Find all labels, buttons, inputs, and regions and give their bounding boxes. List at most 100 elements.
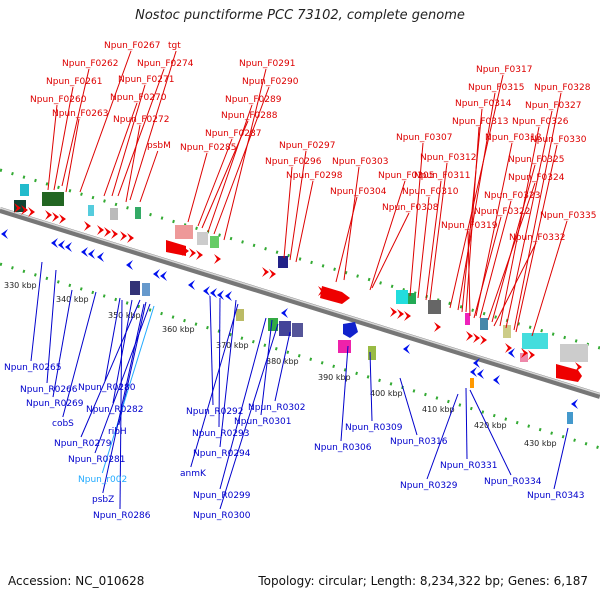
reverse-arrow[interactable] <box>571 399 578 409</box>
reverse-arrow[interactable] <box>65 242 72 252</box>
reverse-gene-label[interactable]: Npun_R0279 <box>54 439 112 449</box>
forward-gene-label[interactable]: Npun_F0315 <box>468 83 524 93</box>
forward-arrow[interactable] <box>84 221 91 231</box>
forward-gene-label[interactable]: Npun_F0303 <box>332 157 388 167</box>
reverse-gene-label[interactable]: Npun_R0282 <box>86 405 144 415</box>
feature-box[interactable] <box>88 205 94 216</box>
forward-gene-label[interactable]: Npun_F0270 <box>110 93 167 103</box>
forward-gene-label[interactable]: Npun_F0326 <box>512 117 569 127</box>
reverse-gene-label[interactable]: Npun_R0309 <box>345 423 403 433</box>
reverse-gene-label[interactable]: anmK <box>180 469 207 479</box>
reverse-gene-label[interactable]: Npun_R0294 <box>193 449 251 459</box>
feature-box[interactable] <box>210 236 219 248</box>
reverse-gene-label[interactable]: Npun_R0299 <box>193 491 251 501</box>
feature-box[interactable] <box>135 207 141 219</box>
gene-block-arrow[interactable] <box>556 364 582 382</box>
forward-gene-label[interactable]: Npun_F0332 <box>509 233 565 243</box>
forward-gene-label[interactable]: Npun_F0313 <box>452 117 508 127</box>
reverse-arrow[interactable] <box>97 252 104 262</box>
forward-gene-label[interactable]: Npun_F0289 <box>225 95 282 105</box>
reverse-arrow[interactable] <box>160 271 167 281</box>
reverse-gene-label[interactable]: Npun_R0266 <box>20 385 78 395</box>
reverse-arrow[interactable] <box>210 288 217 298</box>
feature-box[interactable] <box>278 256 288 268</box>
feature-box[interactable] <box>292 323 303 337</box>
forward-gene-label[interactable]: Npun_F0296 <box>265 157 322 167</box>
feature-box[interactable] <box>560 344 588 362</box>
forward-arrow[interactable] <box>21 205 28 215</box>
feature-box[interactable] <box>236 309 244 321</box>
forward-gene-label[interactable]: Npun_F0262 <box>62 59 118 69</box>
forward-gene-label[interactable]: Npun_F0261 <box>46 77 102 87</box>
forward-gene-label[interactable]: Npun_F0312 <box>420 153 476 163</box>
forward-arrow[interactable] <box>480 335 487 345</box>
feature-box[interactable] <box>268 318 278 331</box>
feature-box[interactable] <box>142 283 150 296</box>
reverse-gene-label[interactable]: Npun_R0280 <box>78 383 136 393</box>
reverse-gene-label[interactable]: Npun_R0281 <box>68 455 126 465</box>
forward-gene-label[interactable]: Npun_F0317 <box>476 65 532 75</box>
forward-gene-label[interactable]: Npun_F0285 <box>180 143 236 153</box>
forward-gene-label[interactable]: Npun_F0308 <box>382 203 439 213</box>
feature-box[interactable] <box>408 293 416 304</box>
feature-box[interactable] <box>396 290 408 304</box>
forward-arrow[interactable] <box>196 250 203 260</box>
forward-gene-label[interactable]: Npun_F0335 <box>540 211 596 221</box>
forward-gene-label[interactable]: Npun_F0263 <box>52 109 108 119</box>
forward-gene-label[interactable]: Npun_F0297 <box>279 141 335 151</box>
forward-gene-label[interactable]: Npun_F0267 <box>104 41 160 51</box>
reverse-arrow[interactable] <box>188 280 195 290</box>
forward-arrow[interactable] <box>575 362 582 372</box>
forward-gene-label[interactable]: Npun_F0328 <box>534 83 591 93</box>
forward-gene-label[interactable]: Npun_F0260 <box>30 95 87 105</box>
reverse-arrow[interactable] <box>1 229 8 239</box>
forward-gene-label[interactable]: Npun_F0271 <box>118 75 174 85</box>
gene-block-arrow[interactable] <box>320 286 350 304</box>
feature-box[interactable] <box>130 281 140 295</box>
reverse-gene-label[interactable]: Npun_R0306 <box>314 443 372 453</box>
forward-arrow[interactable] <box>189 248 196 258</box>
forward-arrow[interactable] <box>528 350 535 360</box>
forward-gene-label[interactable]: tgt <box>168 41 181 51</box>
forward-arrow[interactable] <box>434 322 441 332</box>
reverse-arrow[interactable] <box>281 308 288 318</box>
forward-gene-label[interactable]: Npun_F0307 <box>396 133 452 143</box>
feature-box[interactable] <box>338 340 351 353</box>
reverse-gene-label[interactable]: Npun_R0343 <box>527 491 585 501</box>
reverse-gene-label[interactable]: Npun_R0316 <box>390 437 448 447</box>
forward-gene-label[interactable]: Npun_F0291 <box>239 59 295 69</box>
forward-arrow[interactable] <box>45 210 52 220</box>
forward-gene-label[interactable]: Npun_F0330 <box>530 135 587 145</box>
reverse-arrow[interactable] <box>203 286 210 296</box>
feature-box[interactable] <box>110 208 118 220</box>
feature-box[interactable] <box>567 412 573 424</box>
reverse-arrow[interactable] <box>473 358 480 368</box>
forward-gene-label[interactable]: Npun_F0287 <box>205 129 261 139</box>
forward-arrow[interactable] <box>262 267 269 277</box>
reverse-arrow[interactable] <box>493 375 500 385</box>
forward-arrow[interactable] <box>269 269 276 279</box>
feature-box[interactable] <box>42 192 64 206</box>
forward-arrow[interactable] <box>404 311 411 321</box>
forward-arrow[interactable] <box>28 207 35 217</box>
gene-block-arrow[interactable] <box>166 240 186 256</box>
forward-gene-label[interactable]: Npun_F0304 <box>330 187 387 197</box>
feature-box[interactable] <box>175 225 193 239</box>
reverse-gene-label[interactable]: ribH <box>108 427 127 437</box>
reverse-arrow[interactable] <box>403 344 410 354</box>
reverse-gene-label[interactable]: Npun_R0269 <box>26 399 84 409</box>
reverse-gene-label[interactable]: Npun_R0300 <box>193 511 251 521</box>
reverse-gene-label[interactable]: Npun_R0329 <box>400 481 458 491</box>
forward-gene-label[interactable]: Npun_F0327 <box>525 101 581 111</box>
forward-arrow[interactable] <box>111 229 118 239</box>
reverse-arrow[interactable] <box>153 269 160 279</box>
forward-gene-label[interactable]: Npun_F0288 <box>221 111 278 121</box>
reverse-gene-label[interactable]: Npun_R0265 <box>4 363 62 373</box>
feature-pentagon[interactable] <box>343 322 358 338</box>
forward-gene-label[interactable]: Npun_F0318 <box>485 133 542 143</box>
forward-arrow[interactable] <box>214 254 221 264</box>
forward-arrow[interactable] <box>127 233 134 243</box>
forward-gene-label[interactable]: Npun_F0298 <box>286 171 343 181</box>
reverse-arrow[interactable] <box>81 247 88 257</box>
forward-gene-label[interactable]: Npun_F0319 <box>441 221 498 231</box>
